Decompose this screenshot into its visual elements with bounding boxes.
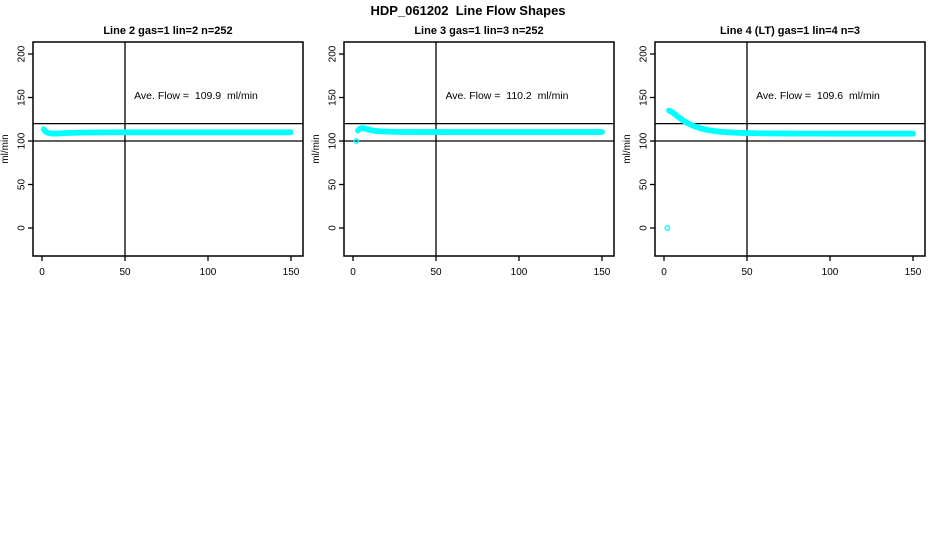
series-flow-shape	[355, 125, 605, 136]
y-tick-label: 50	[17, 179, 28, 191]
y-axis-label: ml/min	[622, 134, 633, 163]
y-tick-label: 0	[328, 225, 339, 231]
ave-flow-annotation: Ave. Flow = 109.9 ml/min	[134, 90, 258, 102]
y-axis: 0 50 100 150 200 ml/min	[0, 45, 33, 231]
x-tick-label: 100	[200, 267, 217, 278]
ave-flow-annotation: Ave. Flow = 109.6 ml/min	[756, 90, 880, 102]
data-point	[910, 130, 916, 137]
x-tick-label: 150	[594, 267, 611, 278]
plot-box	[32, 41, 304, 257]
data-point	[599, 129, 605, 135]
x-tick-label: 50	[119, 267, 131, 278]
y-tick-label: 0	[639, 225, 650, 231]
subplot-title: Line 3 gas=1 lin=3 n=252	[414, 25, 543, 37]
y-tick-label: 200	[17, 45, 28, 62]
subplot-title: Line 4 (LT) gas=1 lin=4 n=3	[720, 25, 860, 37]
x-tick-label: 50	[430, 267, 442, 278]
x-axis: 0 50 100 150	[661, 256, 922, 278]
y-tick-label: 50	[639, 179, 650, 191]
subplot-2: 0 50 100 150 200 ml/min 0 50 100 150 Line 3 gas=1 …	[311, 25, 615, 278]
y-axis-label: ml/min	[311, 134, 322, 163]
chart-title: HDP_061202 Line Flow Shapes	[370, 3, 566, 18]
series-flow-shape	[40, 126, 294, 137]
x-tick-label: 0	[39, 267, 45, 278]
x-tick-label: 100	[511, 267, 528, 278]
x-tick-label: 0	[661, 267, 667, 278]
x-tick-label: 0	[350, 267, 356, 278]
y-tick-label: 200	[639, 45, 650, 62]
series-flow-shape	[666, 107, 916, 137]
y-axis-label: ml/min	[0, 134, 11, 163]
y-tick-label: 0	[17, 225, 28, 231]
y-tick-label: 150	[639, 89, 650, 106]
series-outlier-point	[664, 225, 671, 231]
y-tick-label: 200	[328, 45, 339, 62]
plot-box	[654, 41, 926, 257]
x-axis: 0 50 100 150	[350, 256, 611, 278]
x-tick-label: 150	[283, 267, 300, 278]
y-tick-label: 150	[328, 89, 339, 106]
y-tick-label: 50	[328, 179, 339, 191]
y-tick-label: 100	[328, 132, 339, 149]
subplot-title: Line 2 gas=1 lin=2 n=252	[103, 25, 232, 37]
data-point	[353, 138, 360, 144]
y-tick-label: 100	[639, 132, 650, 149]
y-tick-label: 150	[17, 89, 28, 106]
subplot-3: 0 50 100 150 200 ml/min 0 50 100 150 Line 4 (LT) g…	[622, 25, 926, 278]
x-tick-label: 100	[822, 267, 839, 278]
y-axis: 0 50 100 150 200 ml/min	[622, 45, 655, 231]
data-point	[287, 129, 294, 136]
y-axis: 0 50 100 150 200 ml/min	[311, 45, 344, 231]
y-tick-label: 100	[17, 132, 28, 149]
subplot-1: 0 50 100 150 200 ml/min 0 50 100 150 Line 2 gas=1 …	[0, 25, 304, 278]
plot-box	[343, 41, 615, 257]
series-outlier-point	[353, 138, 360, 144]
x-tick-label: 150	[905, 267, 922, 278]
ave-flow-annotation: Ave. Flow = 110.2 ml/min	[445, 90, 568, 102]
data-point	[664, 225, 671, 231]
x-tick-label: 50	[741, 267, 753, 278]
x-axis: 0 50 100 150	[39, 256, 300, 278]
